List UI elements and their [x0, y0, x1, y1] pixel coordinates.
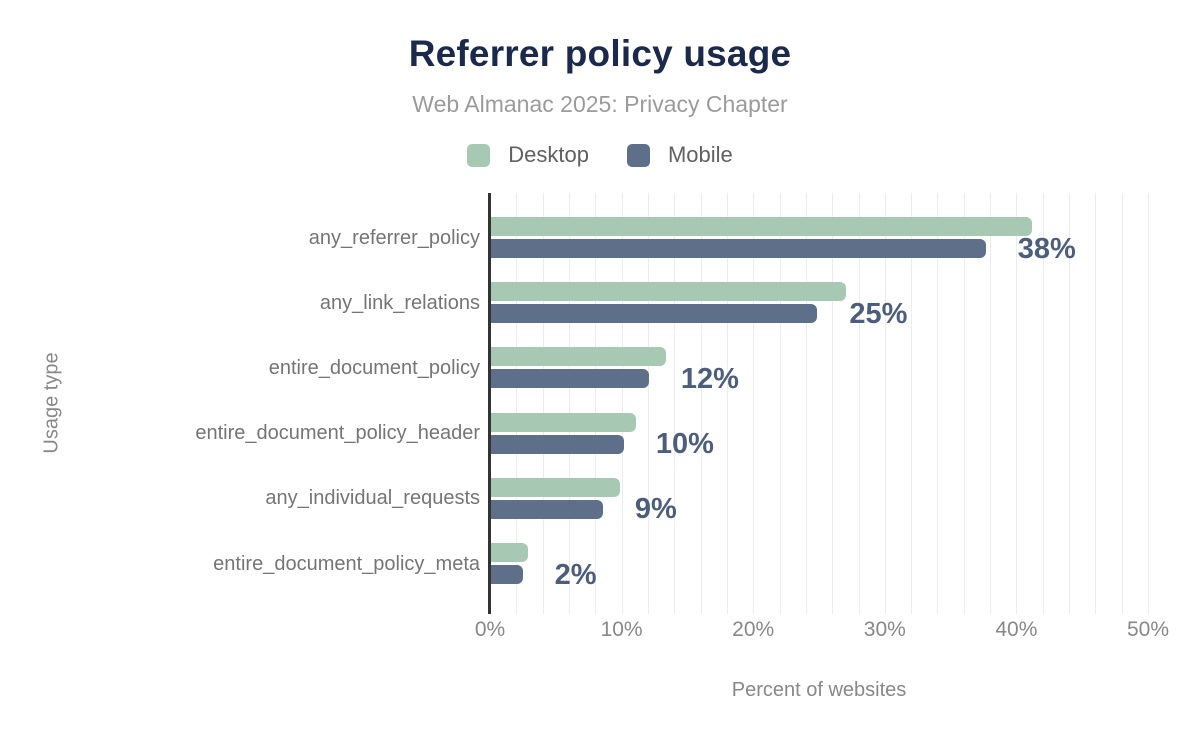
minor-gridline	[647, 193, 649, 614]
legend-item-mobile[interactable]: Mobile	[626, 142, 733, 168]
category-label: entire_document_policy_meta	[213, 552, 480, 575]
minor-gridline	[1016, 193, 1018, 614]
desktop-series-swatch	[467, 143, 491, 167]
x-tick-label: 30%	[863, 618, 906, 641]
value-label: 10%	[655, 428, 714, 461]
minor-gridline	[753, 193, 755, 614]
category-label: any_link_relations	[319, 291, 480, 314]
desktop-bar	[491, 282, 847, 302]
category-label: entire_document_policy_header	[195, 422, 480, 445]
mobile-bar	[491, 499, 603, 519]
minor-gridline	[858, 193, 860, 614]
minor-gridline	[805, 193, 807, 614]
desktop-bar	[491, 217, 1032, 236]
x-axis-title: Percent of websites	[731, 679, 907, 701]
value-label: 2%	[554, 558, 597, 591]
minor-gridline	[937, 193, 939, 614]
desktop-bar	[491, 412, 636, 432]
mobile-bar	[491, 239, 986, 258]
minor-gridline	[1095, 193, 1097, 614]
minor-gridline	[621, 193, 623, 614]
x-tick-label: 10%	[600, 618, 643, 641]
mobile-bar	[491, 565, 523, 584]
minor-gridline	[569, 193, 570, 614]
mobile-bar	[491, 434, 624, 454]
legend-label-desktop: Desktop	[508, 142, 589, 167]
minor-gridline	[1121, 193, 1123, 614]
category-label: any_referrer_policy	[308, 226, 480, 249]
category-label: entire_document_policy	[268, 356, 480, 379]
minor-gridline	[1069, 193, 1070, 614]
desktop-bar	[491, 347, 666, 367]
desktop-bar	[491, 477, 620, 497]
minor-gridline	[832, 193, 834, 614]
x-tick-label: 20%	[732, 618, 775, 641]
minor-gridline	[1042, 193, 1044, 614]
minor-gridline	[516, 193, 518, 614]
value-label: 12%	[680, 362, 739, 395]
y-axis-line	[488, 193, 491, 614]
value-label: 38%	[1017, 232, 1076, 265]
minor-gridline	[990, 193, 992, 614]
x-tick-label: 40%	[995, 618, 1038, 641]
minor-gridline	[726, 193, 728, 614]
minor-gridline	[674, 193, 676, 614]
desktop-bar	[491, 543, 528, 562]
legend-label-mobile: Mobile	[667, 142, 733, 167]
legend: Desktop Mobile	[0, 142, 1200, 168]
minor-gridline	[963, 193, 965, 614]
minor-gridline	[595, 193, 597, 614]
minor-gridline	[911, 193, 913, 614]
mobile-bar	[491, 369, 649, 389]
minor-gridline	[542, 193, 544, 614]
chart-subtitle: Web Almanac 2025: Privacy Chapter	[412, 91, 788, 117]
mobile-bar	[491, 304, 818, 324]
value-label: 25%	[849, 297, 908, 330]
x-tick-label: 0%	[474, 618, 506, 641]
value-label: 9%	[634, 493, 677, 526]
minor-gridline	[1148, 193, 1149, 614]
minor-gridline	[700, 193, 702, 614]
chart-title: Referrer policy usage	[408, 33, 792, 74]
mobile-series-swatch	[626, 143, 650, 167]
x-tick-label: 50%	[1126, 618, 1170, 641]
minor-gridline	[884, 193, 886, 614]
category-label: any_individual_requests	[265, 487, 480, 510]
legend-item-desktop[interactable]: Desktop	[467, 142, 589, 168]
minor-gridline	[779, 193, 781, 614]
